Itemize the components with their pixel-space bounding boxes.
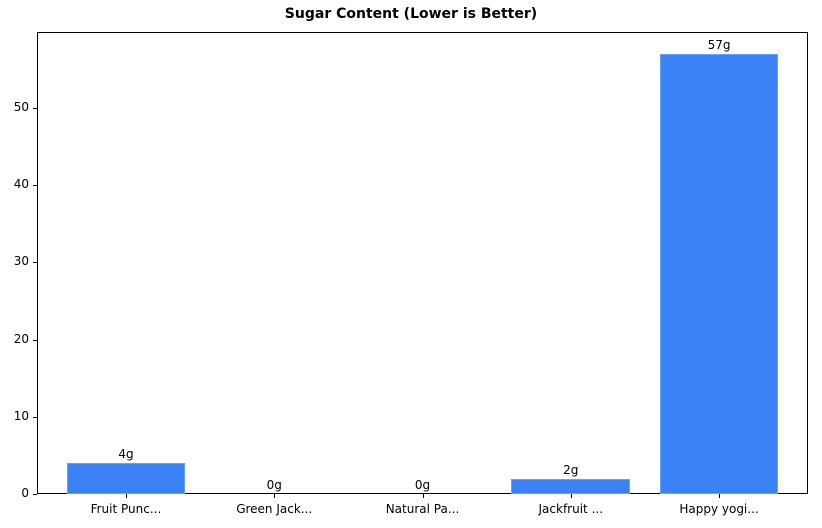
y-tick-mark — [33, 108, 37, 110]
bar-value-label: 57g — [707, 38, 731, 52]
x-tick-mark — [570, 494, 572, 498]
bar-value-label: 0g — [414, 478, 431, 492]
x-tick-label: Jackfruit ... — [538, 502, 604, 516]
bar — [66, 463, 186, 494]
bar — [511, 478, 631, 494]
bar-value-label: 0g — [266, 478, 282, 492]
x-tick-mark — [422, 494, 424, 498]
y-tick-mark — [33, 416, 37, 418]
x-tick-mark — [274, 494, 276, 498]
plot-area — [37, 32, 808, 494]
y-tick-label: 50 — [13, 100, 29, 115]
y-tick-mark — [33, 339, 37, 341]
x-tick-label: Fruit Punc... — [90, 502, 162, 516]
y-tick-mark — [33, 185, 37, 187]
y-tick-label: 0 — [21, 486, 29, 500]
y-tick-mark — [33, 494, 37, 495]
x-tick-mark — [719, 494, 721, 498]
x-tick-label: Happy yogi... — [679, 502, 759, 516]
y-tick-label: 40 — [13, 177, 29, 192]
y-tick-label: 30 — [13, 254, 29, 269]
y-tick-label: 10 — [13, 408, 29, 423]
y-tick-label: 20 — [13, 331, 29, 346]
x-tick-label: Natural Pa... — [385, 502, 460, 516]
x-tick-label: Green Jack... — [236, 502, 313, 516]
bar-value-label: 2g — [563, 462, 579, 477]
bar — [659, 54, 779, 494]
y-tick-mark — [33, 262, 37, 264]
bar-value-label: 4g — [118, 447, 134, 462]
chart-title: Sugar Content (Lower is Better) — [284, 6, 538, 22]
x-tick-mark — [125, 494, 127, 498]
